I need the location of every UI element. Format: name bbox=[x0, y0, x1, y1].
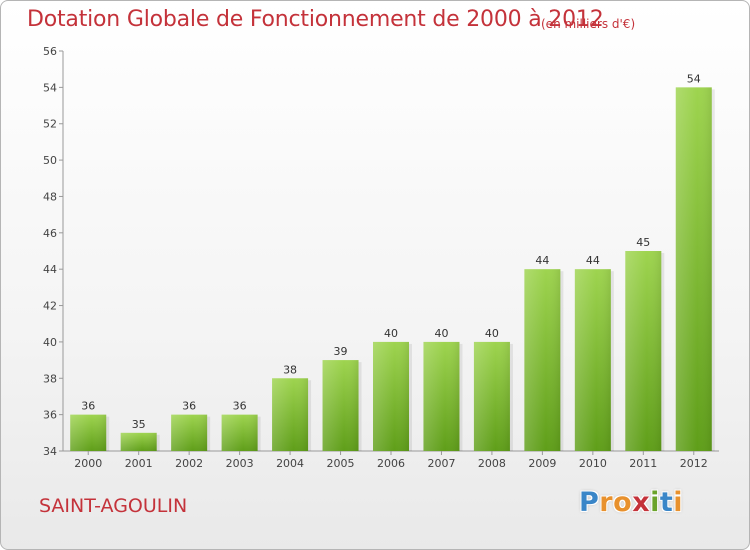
x-tick-label: 2008 bbox=[478, 457, 506, 470]
x-tick-label: 2007 bbox=[427, 457, 455, 470]
bar-highlight bbox=[322, 360, 359, 451]
bar-value-label: 36 bbox=[81, 400, 95, 413]
bar-highlight bbox=[221, 414, 258, 451]
bar-highlight bbox=[574, 269, 611, 451]
bar-value-label: 36 bbox=[233, 400, 247, 413]
bar-highlight bbox=[120, 432, 157, 451]
y-tick-label: 54 bbox=[43, 81, 57, 94]
logo-letter: o bbox=[613, 487, 633, 518]
bar-value-label: 44 bbox=[535, 254, 549, 267]
bar-highlight bbox=[423, 341, 460, 451]
y-tick-label: 40 bbox=[43, 336, 57, 349]
commune-name: SAINT-AGOULIN bbox=[39, 495, 188, 517]
logo-letter: r bbox=[599, 487, 614, 518]
y-tick-label: 48 bbox=[43, 190, 57, 203]
x-tick-label: 2002 bbox=[175, 457, 203, 470]
bar-value-label: 36 bbox=[182, 400, 196, 413]
logo-letter: x bbox=[632, 487, 651, 518]
bar-value-label: 39 bbox=[334, 345, 348, 358]
y-tick-label: 34 bbox=[43, 445, 57, 458]
bar-highlight bbox=[272, 378, 309, 451]
logo-letter: i bbox=[673, 487, 684, 518]
x-tick-label: 2009 bbox=[528, 457, 556, 470]
bar-highlight bbox=[675, 87, 712, 451]
chart-subtitle: (en milliers d'€) bbox=[541, 17, 636, 31]
logo-letter: P bbox=[579, 487, 600, 518]
x-tick-label: 2005 bbox=[327, 457, 355, 470]
bar-value-label: 40 bbox=[434, 327, 448, 340]
bar-value-label: 40 bbox=[485, 327, 499, 340]
bar-highlight bbox=[373, 341, 409, 451]
y-tick-label: 46 bbox=[43, 227, 57, 240]
y-tick-label: 36 bbox=[43, 409, 57, 422]
x-tick-label: 2010 bbox=[579, 457, 607, 470]
y-tick-label: 50 bbox=[43, 154, 57, 167]
bar-value-label: 35 bbox=[132, 418, 146, 431]
chart-title: Dotation Globale de Fonctionnement de 20… bbox=[27, 7, 604, 32]
x-tick-label: 2006 bbox=[377, 457, 405, 470]
y-tick-label: 52 bbox=[43, 118, 57, 131]
proxiti-logo[interactable]: Proxiti bbox=[579, 487, 683, 518]
bar-highlight bbox=[473, 341, 510, 451]
bar-highlight bbox=[625, 251, 662, 451]
bar-value-label: 45 bbox=[636, 236, 650, 249]
y-tick-label: 56 bbox=[43, 45, 57, 58]
bar-value-label: 38 bbox=[283, 363, 297, 376]
x-tick-label: 2003 bbox=[226, 457, 254, 470]
x-tick-label: 2004 bbox=[276, 457, 304, 470]
bar-highlight bbox=[70, 414, 107, 451]
y-tick-label: 44 bbox=[43, 263, 57, 276]
logo-letter: t bbox=[659, 487, 674, 518]
x-tick-label: 2011 bbox=[629, 457, 657, 470]
bar-highlight bbox=[524, 269, 561, 451]
bar-highlight bbox=[171, 414, 208, 451]
x-tick-label: 2000 bbox=[74, 457, 102, 470]
bar-value-label: 40 bbox=[384, 327, 398, 340]
bar-value-label: 44 bbox=[586, 254, 600, 267]
y-tick-label: 38 bbox=[43, 372, 57, 385]
logo-letter: i bbox=[650, 487, 660, 518]
x-tick-label: 2012 bbox=[680, 457, 708, 470]
x-tick-label: 2001 bbox=[125, 457, 153, 470]
y-tick-label: 42 bbox=[43, 300, 57, 313]
bar-value-label: 54 bbox=[687, 72, 701, 85]
